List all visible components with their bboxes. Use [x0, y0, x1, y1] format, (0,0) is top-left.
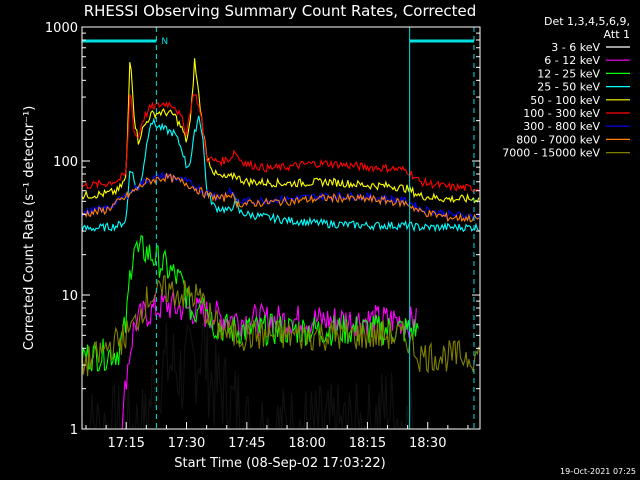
series-line — [121, 292, 417, 429]
x-tick-label: 18:30 — [409, 436, 446, 451]
series-line — [82, 115, 480, 233]
legend-label: 800 - 7000 keV — [516, 133, 600, 146]
x-axis-label: Start Time (08-Sep-02 17:03:22) — [174, 456, 385, 471]
y-tick-label: 1000 — [45, 21, 78, 36]
legend-label: 12 - 25 keV — [537, 67, 600, 80]
legend-header-line-1: Det 1,3,4,5,6,9, — [544, 15, 630, 28]
y-axis-label: Corrected Count Rate (s⁻¹ detector⁻¹) — [22, 106, 37, 351]
legend-label: 300 - 800 keV — [523, 120, 600, 133]
plot-area: N — [82, 27, 480, 429]
x-tick-label: 17:15 — [107, 436, 144, 451]
legend-label: 7000 - 15000 keV — [502, 147, 600, 160]
timestamp: 19-Oct-2021 07:25 — [560, 467, 636, 476]
series-line — [82, 320, 419, 429]
legend-label: 100 - 300 keV — [523, 107, 600, 120]
y-tick-label: 10 — [61, 289, 78, 304]
legend-header-line-2: Att 1 — [604, 28, 630, 41]
series-line — [82, 170, 480, 222]
x-tick-label: 18:00 — [288, 436, 325, 451]
legend-label: 25 - 50 keV — [537, 81, 600, 94]
x-tick-label: 17:45 — [228, 436, 265, 451]
series-line — [82, 93, 480, 193]
y-tick-label: 1 — [70, 423, 78, 438]
series-line — [82, 275, 480, 377]
x-tick-label: 17:30 — [168, 436, 205, 451]
legend-label: 3 - 6 keV — [551, 41, 600, 54]
y-tick-label: 100 — [53, 155, 78, 170]
legend-label: 6 - 12 keV — [544, 54, 600, 67]
chart-title: RHESSI Observing Summary Count Rates, Co… — [84, 2, 477, 20]
series-line — [82, 234, 419, 372]
night-marker: N — [161, 37, 168, 47]
legend-label: 50 - 100 keV — [530, 94, 600, 107]
series-line — [82, 58, 480, 204]
x-tick-label: 18:15 — [349, 436, 386, 451]
axis-ticks: 17:15 17:30 17:45 18:00 18:15 18:30 1 10 100 1000 — [45, 21, 480, 451]
plot-frame — [81, 26, 481, 430]
series-line — [82, 173, 480, 223]
